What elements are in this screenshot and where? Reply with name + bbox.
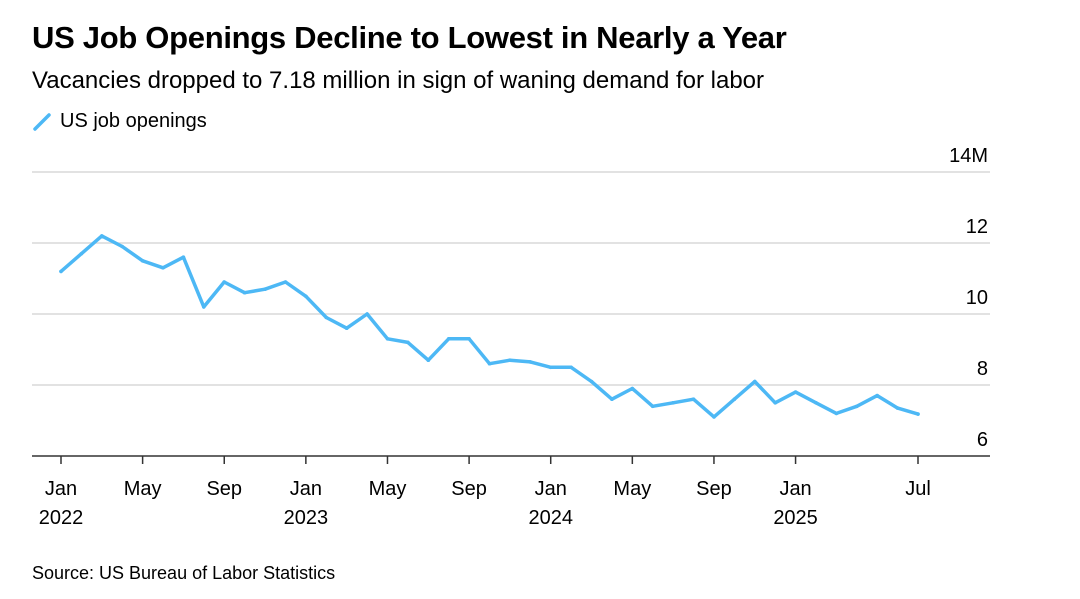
x-tick-label: Jan [779,478,811,500]
data-point [488,362,492,366]
data-point [631,387,635,391]
data-point [141,259,145,263]
y-tick-label: 8 [977,358,988,380]
data-point [529,360,533,364]
x-tick-label: May [369,478,407,500]
data-point [222,280,226,284]
data-point [590,380,594,384]
line-chart: 6 8 10 12 14M Jan 2022 May Sep Jan 2023 May Sep Jan 20… [0,0,1080,599]
y-tick-label: 6 [977,429,988,451]
data-point [325,316,329,320]
data-point [284,280,288,284]
x-tick-year-label: 2023 [284,507,329,529]
data-point [651,405,655,409]
data-point [386,337,390,341]
data-point [875,394,879,398]
x-tick-label: Sep [451,478,487,500]
y-tick-label: 10 [966,287,988,309]
series-line-us-job-openings [61,236,918,417]
x-tick-label: Sep [696,478,732,500]
data-point [773,401,777,405]
x-tick-label: Jan [535,478,567,500]
data-point [712,415,716,419]
x-tick-year-label: 2025 [773,507,818,529]
data-point [100,234,104,238]
data-point [753,380,757,384]
data-point [896,406,900,410]
x-tick-label: May [613,478,651,500]
x-tick-label: Jan [290,478,322,500]
data-point [427,358,431,362]
data-point [814,401,818,405]
x-tick-label: Jul [905,478,931,500]
x-tick-label: Jan [45,478,77,500]
data-point [80,252,84,256]
data-point [835,412,839,416]
data-point [182,255,186,259]
data-point [549,366,553,370]
data-point [365,312,369,316]
data-point [692,397,696,401]
data-point [916,412,920,416]
data-point [406,341,410,345]
data-point [671,401,675,405]
data-point [202,305,206,309]
y-tick-label: 14M [949,145,988,167]
data-point [569,366,573,370]
data-point [447,337,451,341]
data-point [304,295,308,299]
x-tick-label: May [124,478,162,500]
data-point [161,266,165,270]
data-point [508,358,512,362]
data-point [59,270,63,274]
data-point [243,291,247,295]
data-point [610,397,614,401]
x-tick-year-label: 2022 [39,507,84,529]
data-point [733,397,737,401]
data-point [855,405,859,409]
source-note: Source: US Bureau of Labor Statistics [32,563,335,584]
data-point [120,245,124,249]
x-tick-year-label: 2024 [528,507,573,529]
y-tick-label: 12 [966,216,988,238]
data-point [794,390,798,394]
data-point [467,337,471,341]
data-point [345,326,349,330]
x-tick-label: Sep [206,478,242,500]
data-point [263,287,267,291]
